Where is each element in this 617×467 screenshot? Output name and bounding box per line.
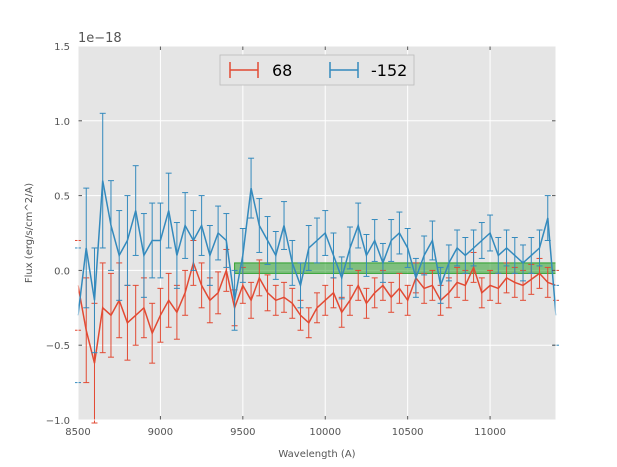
series-line bbox=[77, 260, 557, 364]
offset-text: 1e−18 bbox=[78, 31, 122, 46]
x-axis-label: Wavelength (A) bbox=[278, 449, 355, 460]
legend-label-1: -152 bbox=[371, 61, 407, 80]
x-tick-label: 9500 bbox=[230, 427, 255, 438]
legend-label-0: 68 bbox=[272, 61, 292, 80]
legend-item-1: -152 bbox=[329, 61, 407, 80]
plot-frame bbox=[77, 45, 557, 421]
y-tick-label: 1.5 bbox=[54, 42, 70, 53]
y-axis-label: Flux (erg/s/cm^2/A) bbox=[24, 183, 35, 283]
flux-band bbox=[234, 262, 557, 274]
y-tick-label: 1.0 bbox=[54, 117, 70, 128]
y-tick-label: 0.0 bbox=[54, 266, 70, 277]
x-tick-label: 11000 bbox=[474, 427, 506, 438]
series-1 bbox=[75, 112, 559, 384]
x-tick-label: 8500 bbox=[65, 427, 90, 438]
y-tick-label: −1.0 bbox=[46, 416, 70, 427]
legend-swatch-0 bbox=[229, 62, 259, 78]
x-tick-label: 10500 bbox=[392, 427, 424, 438]
legend-item-0: 68 bbox=[229, 61, 292, 80]
series-group bbox=[75, 112, 559, 424]
x-tick-label: 9000 bbox=[148, 427, 173, 438]
axes: 8500 9000 9500 10000 10500 11000 −1.0 −0.5 0.0 0.… bbox=[46, 42, 557, 438]
legend-swatch-1 bbox=[329, 62, 359, 78]
legend: 68 -152 bbox=[219, 54, 415, 86]
x-tick-label: 10000 bbox=[309, 427, 341, 438]
y-tick-label: 0.5 bbox=[54, 192, 70, 203]
band-group bbox=[234, 262, 557, 274]
series-line bbox=[77, 180, 557, 316]
y-tick-label: −0.5 bbox=[46, 341, 70, 352]
